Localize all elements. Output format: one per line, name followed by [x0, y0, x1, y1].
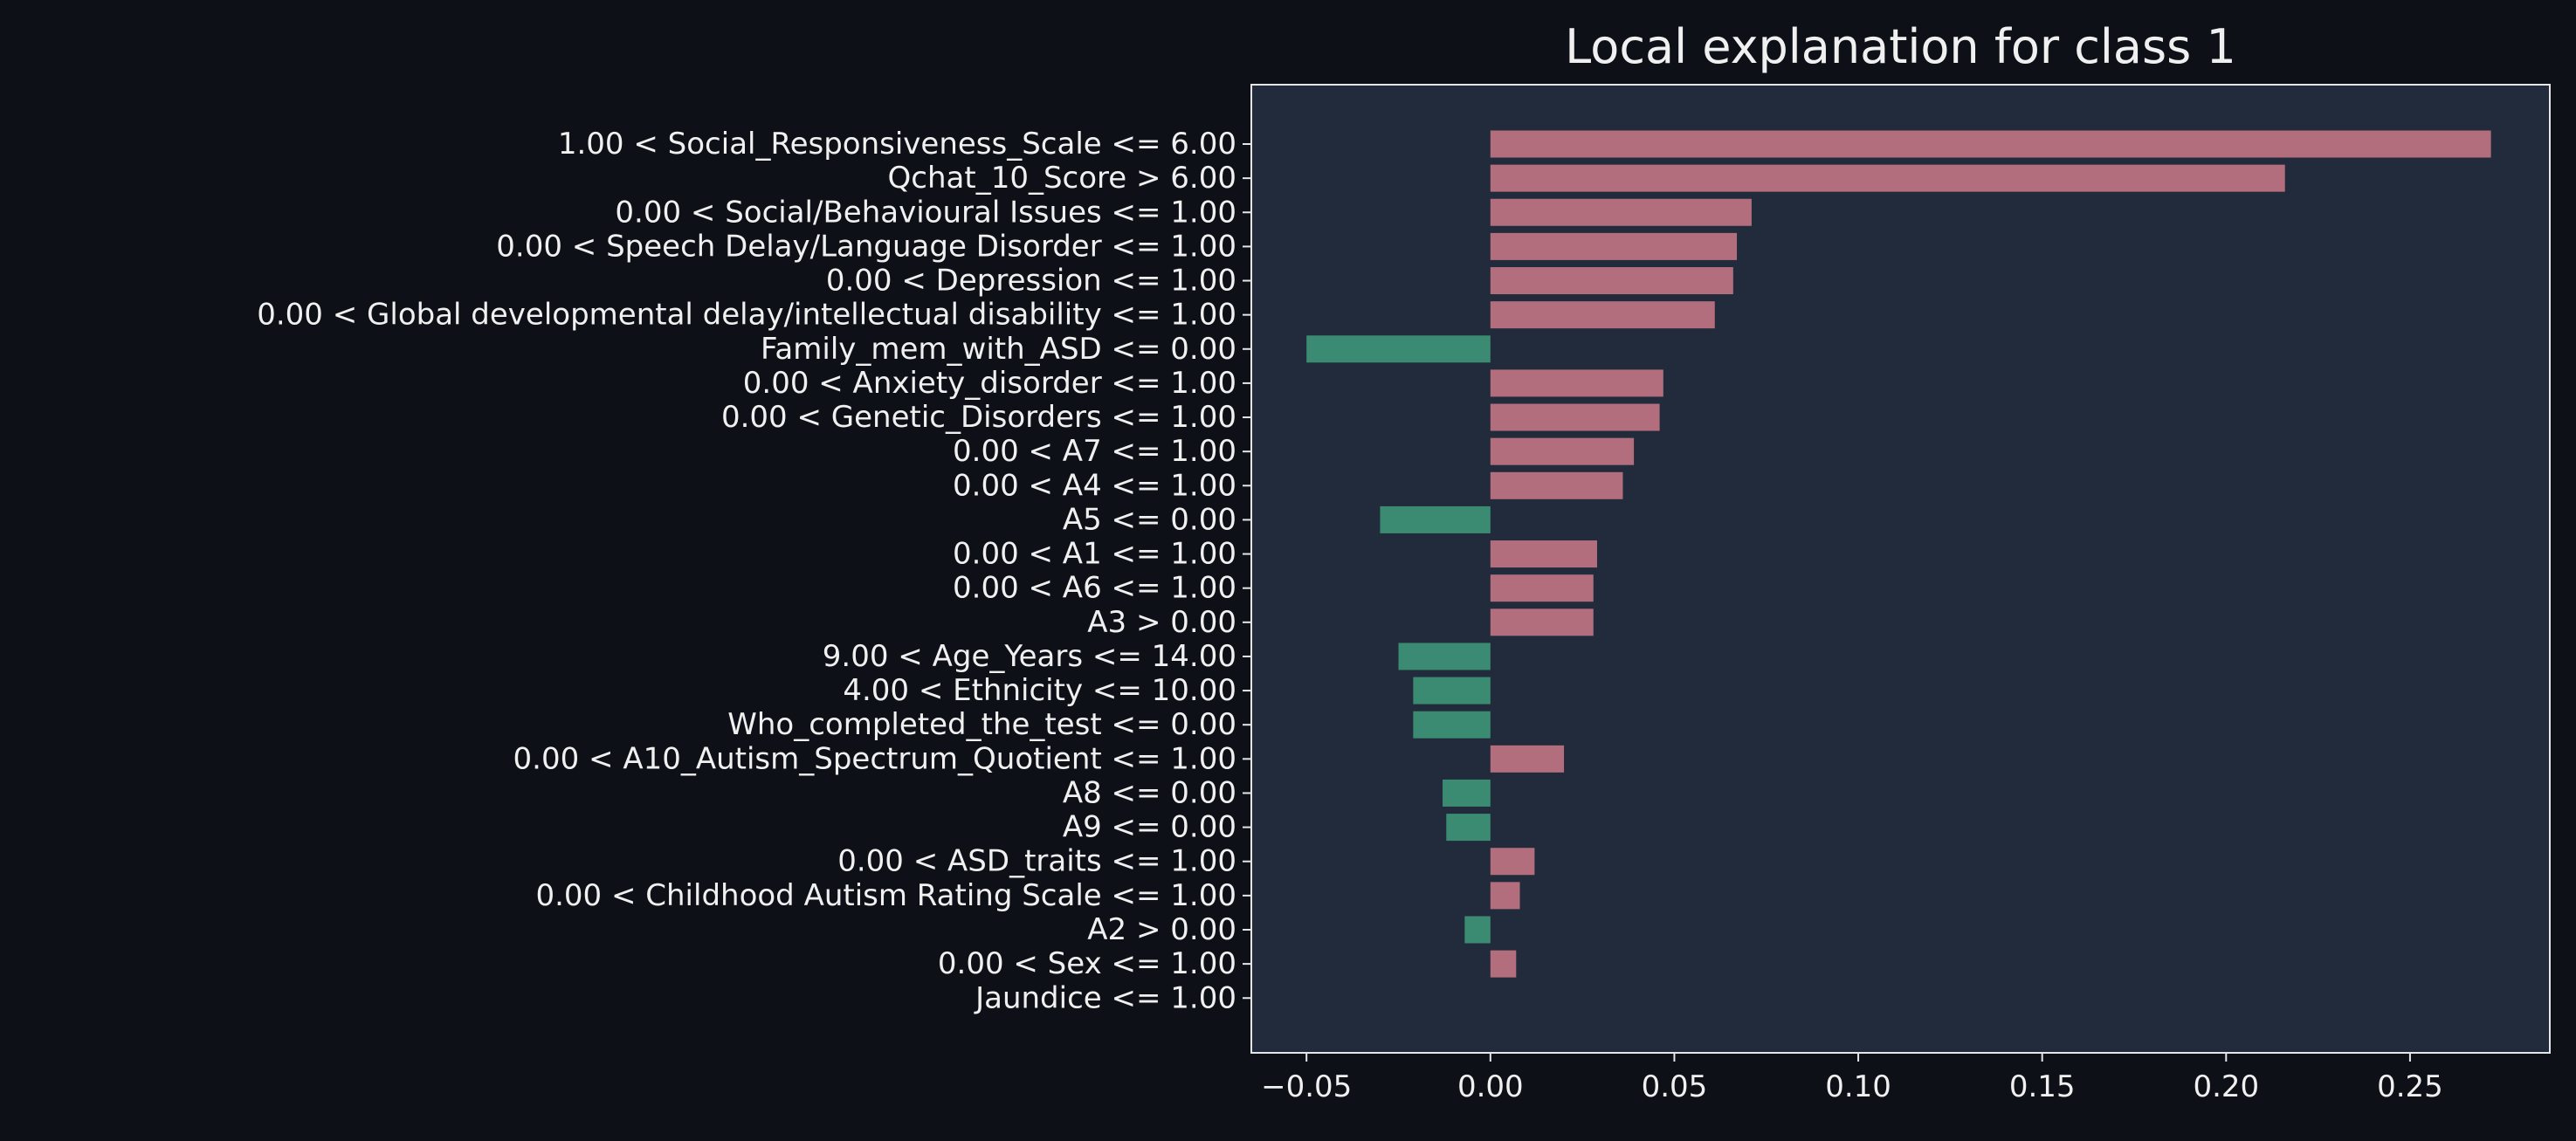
bar-10 — [1490, 471, 1623, 499]
bar-13 — [1490, 574, 1594, 602]
x-tick-label: 0.05 — [1642, 1069, 1708, 1104]
bars-layer — [1306, 130, 2491, 978]
bar-6 — [1306, 335, 1491, 363]
bar-3 — [1490, 232, 1738, 260]
bar-16 — [1413, 677, 1491, 705]
x-tick-label: 0.25 — [2377, 1069, 2443, 1104]
bar-11 — [1380, 505, 1491, 533]
y-tick-label: A8 <= 0.00 — [1063, 775, 1236, 810]
bar-14 — [1490, 608, 1594, 636]
y-tick-label: 4.00 < Ethnicity <= 10.00 — [843, 673, 1236, 708]
x-tick-label: 0.20 — [2193, 1069, 2259, 1104]
y-tick-label: Qchat_10_Score > 6.00 — [888, 161, 1236, 196]
bar-4 — [1490, 267, 1733, 295]
bar-19 — [1443, 779, 1491, 807]
y-tick-label: 1.00 < Social_Responsiveness_Scale <= 6.… — [558, 127, 1236, 162]
y-tick-label: 0.00 < Genetic_Disorders <= 1.00 — [721, 400, 1236, 435]
y-tick-label: 0.00 < Global developmental delay/intell… — [257, 298, 1236, 333]
plot-area — [1251, 85, 2550, 1053]
x-tick-label: 0.15 — [2009, 1069, 2076, 1104]
bar-21 — [1490, 848, 1535, 876]
y-tick-label: 0.00 < Social/Behavioural Issues <= 1.00 — [615, 195, 1236, 230]
bar-15 — [1398, 643, 1491, 670]
y-tick-label: A2 > 0.00 — [1087, 912, 1236, 947]
y-tick-label: 0.00 < A6 <= 1.00 — [953, 571, 1236, 606]
y-tick-label: 0.00 < A4 <= 1.00 — [953, 468, 1236, 503]
y-tick-label: Who_completed_the_test <= 0.00 — [727, 707, 1236, 742]
y-tick-label: A5 <= 0.00 — [1063, 502, 1236, 537]
bar-5 — [1490, 301, 1715, 329]
y-tick-label: 0.00 < Anxiety_disorder <= 1.00 — [743, 366, 1236, 401]
bar-7 — [1490, 369, 1663, 397]
x-tick-label: 0.00 — [1457, 1069, 1524, 1104]
y-tick-label: Family_mem_with_ASD <= 0.00 — [761, 332, 1236, 367]
y-tick-label: 0.00 < A1 <= 1.00 — [953, 537, 1236, 572]
bar-0 — [1490, 130, 2491, 158]
y-tick-label: 0.00 < Childhood Autism Rating Scale <= … — [535, 878, 1236, 913]
bar-1 — [1490, 164, 2285, 192]
plot-frame — [1250, 84, 2551, 1054]
bar-8 — [1490, 403, 1660, 431]
bar-2 — [1490, 198, 1752, 226]
y-tick-label: 0.00 < ASD_traits <= 1.00 — [837, 844, 1236, 879]
y-tick-label: 9.00 < Age_Years <= 14.00 — [823, 639, 1236, 674]
bar-12 — [1490, 540, 1597, 568]
y-tick-label: 0.00 < Speech Delay/Language Disorder <=… — [496, 229, 1236, 264]
bar-23 — [1464, 916, 1491, 944]
y-axis: 1.00 < Social_Responsiveness_Scale <= 6.… — [257, 127, 1251, 1015]
bar-9 — [1490, 437, 1635, 465]
bar-18 — [1490, 745, 1565, 773]
x-axis: −0.05 0.00 0.05 0.10 0.15 0.20 0.25 — [1261, 1053, 2443, 1104]
y-tick-label: Jaundice <= 1.00 — [974, 980, 1236, 1015]
y-tick-label: A3 > 0.00 — [1087, 605, 1236, 640]
bar-20 — [1446, 814, 1491, 842]
y-tick-label: A9 <= 0.00 — [1063, 810, 1236, 845]
bar-22 — [1490, 882, 1520, 910]
y-tick-label: 0.00 < Depression <= 1.00 — [826, 264, 1236, 299]
chart-title: Local explanation for class 1 — [1565, 19, 2236, 74]
y-tick-label: 0.00 < A7 <= 1.00 — [953, 434, 1236, 469]
bar-17 — [1413, 711, 1491, 739]
bar-24 — [1490, 950, 1517, 978]
x-tick-label: 0.10 — [1825, 1069, 1891, 1104]
y-tick-label: 0.00 < A10_Autism_Spectrum_Quotient <= 1… — [513, 741, 1236, 776]
x-tick-label: −0.05 — [1261, 1069, 1352, 1104]
y-tick-label: 0.00 < Sex <= 1.00 — [938, 946, 1236, 981]
